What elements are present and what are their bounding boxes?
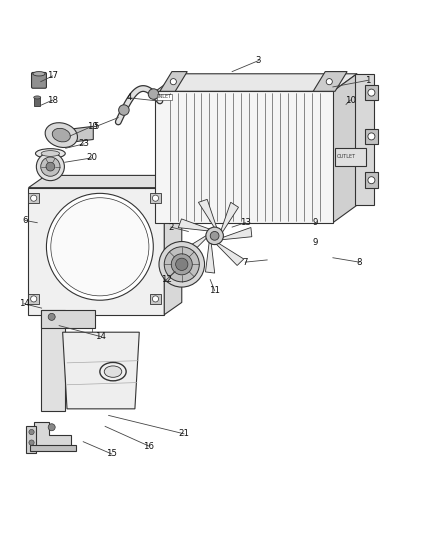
- Text: 9: 9: [313, 238, 318, 247]
- Polygon shape: [155, 74, 357, 91]
- Circle shape: [170, 78, 177, 85]
- Polygon shape: [155, 91, 333, 223]
- Bar: [150, 193, 161, 203]
- Circle shape: [164, 247, 199, 282]
- Polygon shape: [216, 243, 244, 265]
- Text: 6: 6: [23, 216, 28, 225]
- Circle shape: [152, 195, 159, 201]
- Text: 11: 11: [209, 286, 220, 295]
- Polygon shape: [163, 93, 331, 221]
- Text: 19: 19: [87, 122, 97, 131]
- Polygon shape: [26, 426, 36, 453]
- Text: 5: 5: [94, 122, 99, 131]
- Text: 12: 12: [161, 275, 172, 284]
- Polygon shape: [28, 175, 182, 188]
- Text: 23: 23: [78, 139, 90, 148]
- Circle shape: [29, 440, 34, 445]
- Polygon shape: [63, 332, 139, 409]
- Circle shape: [171, 254, 192, 275]
- Polygon shape: [222, 228, 252, 240]
- Polygon shape: [365, 85, 378, 100]
- Circle shape: [148, 89, 159, 99]
- Polygon shape: [41, 310, 65, 411]
- Bar: [28, 294, 39, 304]
- Ellipse shape: [35, 149, 65, 158]
- Text: 13: 13: [240, 218, 251, 227]
- Text: 17: 17: [47, 71, 58, 80]
- FancyBboxPatch shape: [32, 72, 46, 88]
- Polygon shape: [221, 202, 239, 233]
- Polygon shape: [178, 219, 210, 231]
- Polygon shape: [335, 148, 366, 166]
- Text: 4: 4: [127, 93, 132, 102]
- Circle shape: [48, 424, 55, 431]
- Circle shape: [51, 198, 149, 296]
- Polygon shape: [164, 175, 182, 314]
- Text: 1: 1: [365, 76, 371, 85]
- Text: 15: 15: [106, 449, 117, 458]
- Circle shape: [31, 296, 37, 302]
- Text: OUTLET: OUTLET: [337, 155, 356, 159]
- Ellipse shape: [104, 366, 122, 377]
- Text: 20: 20: [86, 154, 98, 163]
- Circle shape: [46, 193, 153, 300]
- Ellipse shape: [41, 151, 60, 156]
- Text: 16: 16: [143, 441, 155, 450]
- Polygon shape: [365, 128, 378, 144]
- Circle shape: [36, 152, 64, 181]
- Polygon shape: [160, 71, 187, 91]
- Ellipse shape: [45, 123, 78, 148]
- Circle shape: [31, 195, 37, 201]
- Circle shape: [368, 177, 375, 184]
- Circle shape: [368, 133, 375, 140]
- Polygon shape: [205, 241, 215, 273]
- Circle shape: [206, 227, 223, 245]
- Polygon shape: [68, 126, 93, 142]
- Circle shape: [41, 157, 60, 176]
- Circle shape: [159, 241, 205, 287]
- Polygon shape: [198, 199, 217, 228]
- Text: 3: 3: [256, 56, 261, 65]
- Circle shape: [210, 231, 219, 240]
- Circle shape: [29, 430, 34, 435]
- Text: 18: 18: [47, 95, 58, 104]
- Circle shape: [368, 89, 375, 96]
- Text: 14: 14: [95, 332, 106, 341]
- Circle shape: [119, 105, 129, 115]
- Ellipse shape: [34, 96, 41, 99]
- Text: 9: 9: [313, 218, 318, 227]
- Ellipse shape: [52, 128, 71, 142]
- Polygon shape: [28, 188, 164, 314]
- Polygon shape: [34, 422, 71, 446]
- Text: 21: 21: [178, 429, 190, 438]
- Ellipse shape: [100, 362, 126, 381]
- Bar: [28, 193, 39, 203]
- Polygon shape: [333, 74, 357, 223]
- Circle shape: [326, 78, 332, 85]
- Text: 7: 7: [243, 257, 248, 266]
- Text: INLET: INLET: [158, 94, 172, 99]
- Text: 10: 10: [345, 95, 356, 104]
- Polygon shape: [41, 310, 95, 328]
- Polygon shape: [30, 445, 76, 451]
- Polygon shape: [313, 71, 347, 91]
- Text: 2: 2: [168, 223, 173, 231]
- Circle shape: [176, 258, 188, 270]
- Circle shape: [46, 162, 55, 171]
- Polygon shape: [365, 172, 378, 188]
- Bar: [150, 294, 161, 304]
- Bar: [34, 98, 40, 106]
- Ellipse shape: [33, 71, 45, 76]
- Text: 14: 14: [18, 299, 30, 308]
- Circle shape: [48, 313, 55, 320]
- Polygon shape: [355, 74, 374, 205]
- Circle shape: [152, 296, 159, 302]
- Text: 8: 8: [357, 257, 362, 266]
- Polygon shape: [181, 235, 207, 259]
